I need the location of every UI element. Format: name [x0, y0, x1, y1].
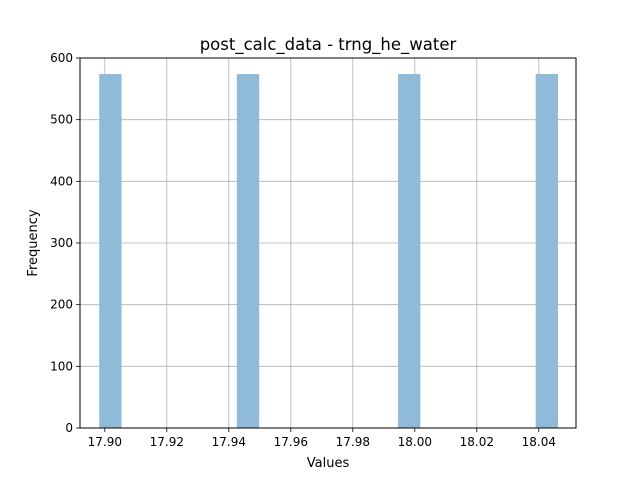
- y-tick-label-4: 400: [50, 174, 73, 188]
- chart-title: post_calc_data - trng_he_water: [200, 35, 457, 55]
- y-tick-label-1: 100: [50, 359, 73, 373]
- histogram-bar-0: [99, 74, 122, 429]
- x-tick-label-7: 18.04: [522, 435, 556, 449]
- x-tick-label-1: 17.92: [150, 435, 184, 449]
- grid-lines: [80, 57, 576, 429]
- y-axis-label: Frequency: [26, 209, 41, 276]
- y-tick-label-3: 300: [50, 236, 73, 250]
- histogram-bar-3: [535, 74, 559, 429]
- histogram-bar-1: [236, 74, 260, 429]
- x-tick-label-5: 18.00: [398, 435, 432, 449]
- y-tick-label-5: 500: [50, 113, 73, 127]
- histogram-bar-2: [398, 74, 421, 429]
- x-tick-label-3: 17.96: [274, 435, 308, 449]
- x-tick-label-4: 17.98: [336, 435, 370, 449]
- x-tick-label-2: 17.94: [212, 435, 246, 449]
- x-axis-label: Values: [307, 456, 350, 471]
- histogram-bars: [99, 74, 559, 429]
- x-tick-label-0: 17.90: [88, 435, 122, 449]
- x-axis-ticks: 17.90 17.92 17.94 17.96 17.98 18.00 18.02 18.04: [88, 428, 556, 449]
- y-tick-label-6: 600: [50, 51, 73, 65]
- x-tick-label-6: 18.02: [460, 435, 494, 449]
- y-axis-ticks: 0 100 200 300 400 500 600: [50, 51, 80, 435]
- y-tick-label-2: 200: [50, 298, 73, 312]
- y-tick-label-0: 0: [65, 421, 73, 435]
